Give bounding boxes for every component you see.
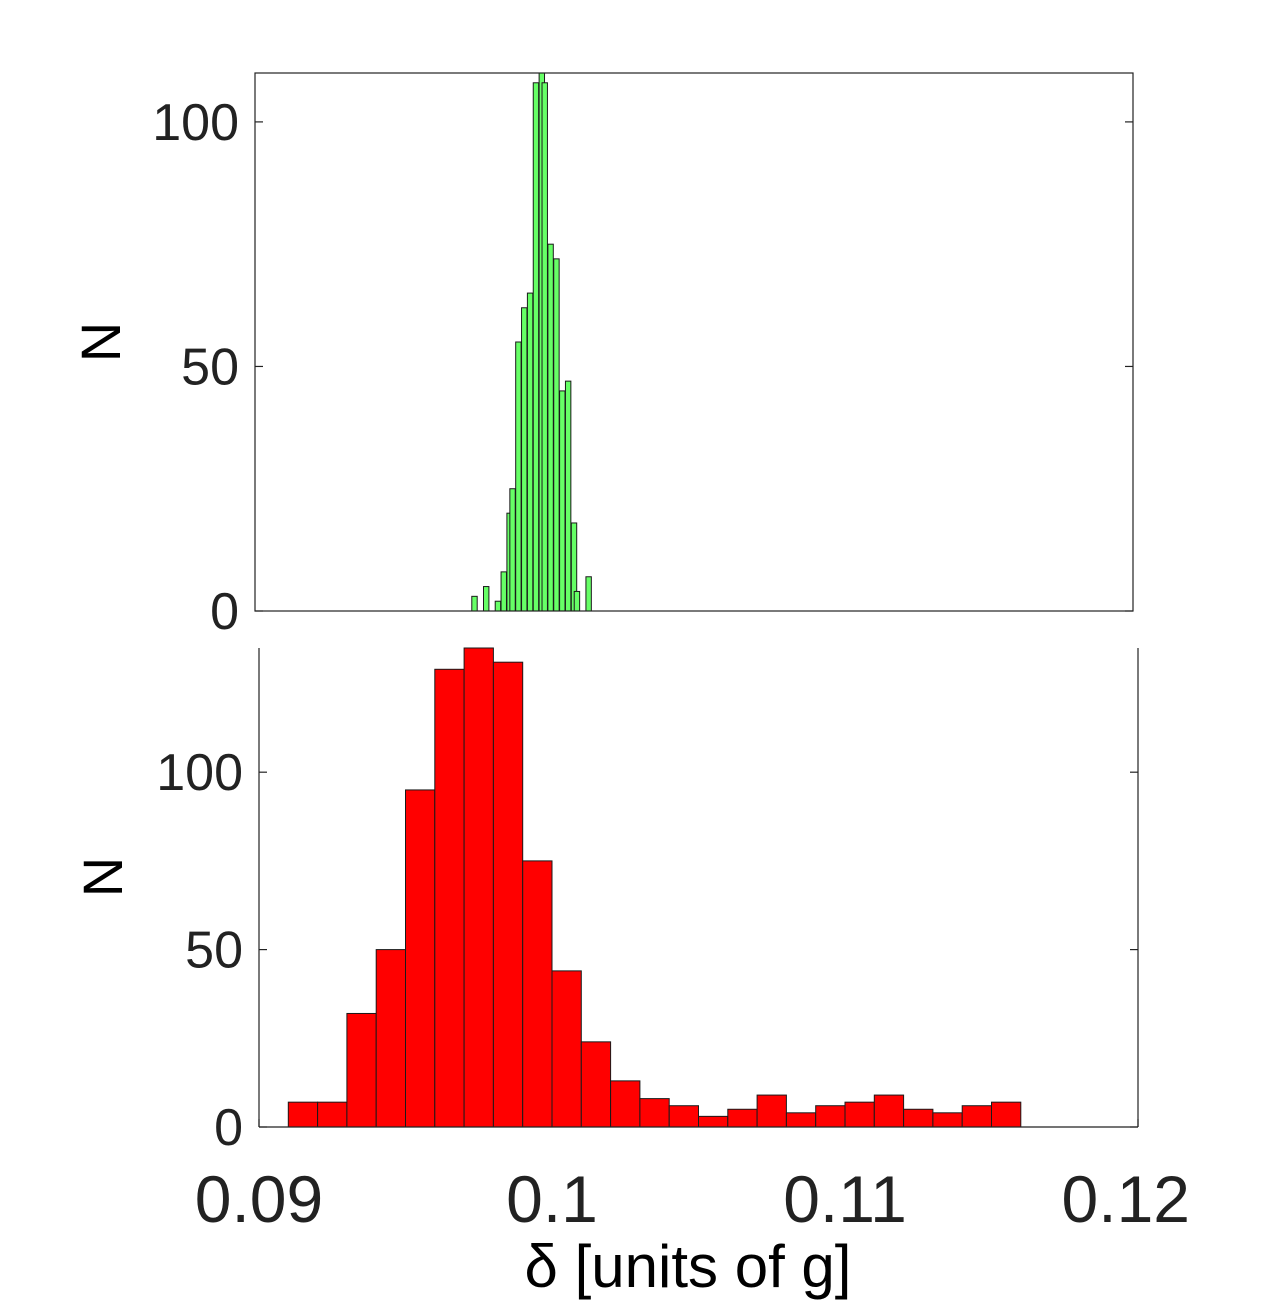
bottom-histogram-bar [932, 1112, 963, 1128]
bottom-histogram-bar [346, 1012, 377, 1128]
top-histogram-bar [547, 243, 554, 612]
bottom-histogram-bar [727, 1108, 758, 1128]
top-histogram-bar [573, 590, 581, 612]
top-histogram-bar [526, 292, 534, 612]
bottom-y-axis-title: N [71, 857, 134, 897]
bottom-histogram-bar [844, 1101, 875, 1128]
bottom-histogram-bar [756, 1094, 787, 1128]
top-histogram-bar [564, 380, 572, 612]
bottom-histogram-bar [785, 1112, 817, 1128]
top-histogram-bar [471, 595, 478, 612]
bottom-histogram-bar [961, 1105, 993, 1128]
bottom-histogram-bar [522, 860, 553, 1128]
bottom-x-tick-label: 0.11 [783, 1162, 907, 1236]
top-histogram-bar [559, 390, 566, 612]
top-histogram-bar [515, 341, 522, 612]
bottom-histogram-bar [463, 647, 494, 1128]
bottom-histogram-bar [317, 1101, 348, 1128]
top-histogram-bar [509, 488, 516, 612]
bottom-histogram-bar [492, 661, 524, 1128]
bottom-y-tick-label: 0 [214, 1099, 243, 1157]
bottom-histogram-bar [873, 1094, 905, 1128]
bottom-histogram-bar [610, 1080, 641, 1128]
bottom-x-tick-label: 0.12 [1062, 1162, 1190, 1236]
bottom-histogram-bar [434, 668, 465, 1128]
top-histogram-bar [532, 82, 540, 612]
bottom-histogram-bar [698, 1115, 729, 1128]
top-histogram-bar [494, 600, 502, 612]
bottom-histogram-bar [639, 1098, 670, 1128]
bottom-histogram-bars [287, 647, 1022, 1128]
bottom-histogram-bar [815, 1105, 846, 1128]
top-histogram-bar [553, 258, 560, 612]
bottom-x-axis-title: δ [units of g] [525, 1233, 852, 1300]
bottom-histogram-bar [287, 1101, 319, 1128]
top-y-ticks: 0 50 100 [152, 94, 1133, 641]
bottom-x-tick-label: 0.09 [195, 1162, 323, 1236]
bottom-histogram-bar [580, 1041, 612, 1128]
bottom-y-tick-label: 50 [185, 922, 243, 980]
top-axes-frame [254, 72, 1134, 612]
top-histogram-bar [585, 576, 592, 612]
top-y-tick-label: 50 [181, 338, 239, 396]
top-histogram-bar [483, 586, 490, 612]
bottom-histogram-bar [991, 1101, 1022, 1128]
top-y-axis-title: N [69, 322, 132, 362]
top-histogram-bar [500, 571, 507, 612]
bottom-x-tick-label: 0.1 [506, 1162, 598, 1236]
bottom-ticks: 0 50 100 0.09 0.1 0.11 0.12 [156, 744, 1190, 1236]
top-histogram-bar [521, 307, 528, 612]
bottom-histogram-bar [375, 949, 407, 1128]
top-y-tick-label: 0 [210, 583, 239, 641]
bottom-histogram-bar [903, 1108, 934, 1128]
bottom-histogram-bar [668, 1105, 700, 1128]
top-histogram-bar [541, 82, 548, 612]
top-y-tick-label: 100 [152, 94, 239, 152]
bottom-histogram-bar [551, 970, 582, 1128]
bottom-histogram-bar [405, 789, 436, 1128]
bottom-y-tick-label: 100 [156, 744, 243, 802]
bottom-histogram-panel: 0 50 100 0.09 0.1 0.11 0.12 N δ [units of g] [71, 647, 1190, 1300]
top-histogram-panel: 0 50 100 N [69, 72, 1134, 641]
